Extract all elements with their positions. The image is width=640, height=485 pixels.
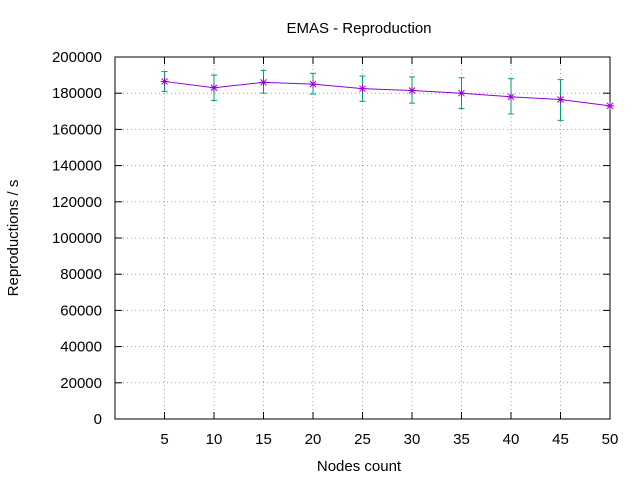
series-line	[164, 80, 611, 107]
x-tick-label: 15	[255, 431, 272, 448]
x-tick-label: 5	[160, 431, 168, 448]
data-point	[408, 86, 416, 95]
y-tick-label: 140000	[52, 158, 102, 175]
data-point-d2	[458, 89, 465, 97]
data-point-d2	[557, 96, 564, 103]
data-point-d2	[507, 93, 515, 101]
data-point-d2	[359, 85, 366, 93]
data-point-d2	[606, 102, 614, 110]
x-tick-label: 30	[404, 431, 421, 448]
x-tick-label: 10	[206, 431, 223, 448]
x-tick-label: 25	[354, 431, 371, 448]
y-tick-label: 200000	[52, 49, 102, 66]
data-point-d2	[309, 80, 317, 88]
y-tick-label: 80000	[60, 266, 102, 283]
y-tick-label: 180000	[52, 85, 102, 102]
data-point-d2	[161, 78, 168, 85]
y-tick-label: 100000	[52, 230, 102, 247]
y-axis-label: Reproductions / s	[5, 180, 22, 297]
chart-title: EMAS - Reproduction	[286, 20, 431, 37]
series	[160, 70, 614, 121]
data-point	[210, 83, 218, 92]
data-point	[606, 101, 614, 110]
x-tick-label: 35	[453, 431, 470, 448]
y-tick-label: 40000	[60, 339, 102, 356]
data-point	[507, 92, 515, 101]
data-point	[309, 80, 317, 89]
y-tick-label: 60000	[60, 302, 102, 319]
x-tick-label: 50	[602, 431, 619, 448]
grid	[115, 57, 610, 419]
axis-ticks: 0 20000 40000 60000 80000 100000 120000 140000 1…	[52, 49, 618, 448]
y-tick-label: 0	[94, 411, 102, 428]
data-point	[556, 95, 565, 104]
data-point-d2	[260, 78, 267, 86]
data-point	[358, 84, 367, 93]
y-tick-label: 120000	[52, 194, 102, 211]
data-point-d2	[408, 87, 416, 94]
data-point	[259, 78, 268, 87]
x-tick-label: 20	[305, 431, 322, 448]
y-tick-label: 20000	[60, 375, 102, 392]
x-tick-label: 40	[503, 431, 520, 448]
data-point	[457, 89, 466, 98]
x-axis-label: Nodes count	[317, 458, 402, 475]
data-point	[160, 77, 169, 86]
x-tick-label: 45	[552, 431, 569, 448]
y-tick-label: 160000	[52, 121, 102, 138]
data-point-d2	[210, 84, 218, 92]
